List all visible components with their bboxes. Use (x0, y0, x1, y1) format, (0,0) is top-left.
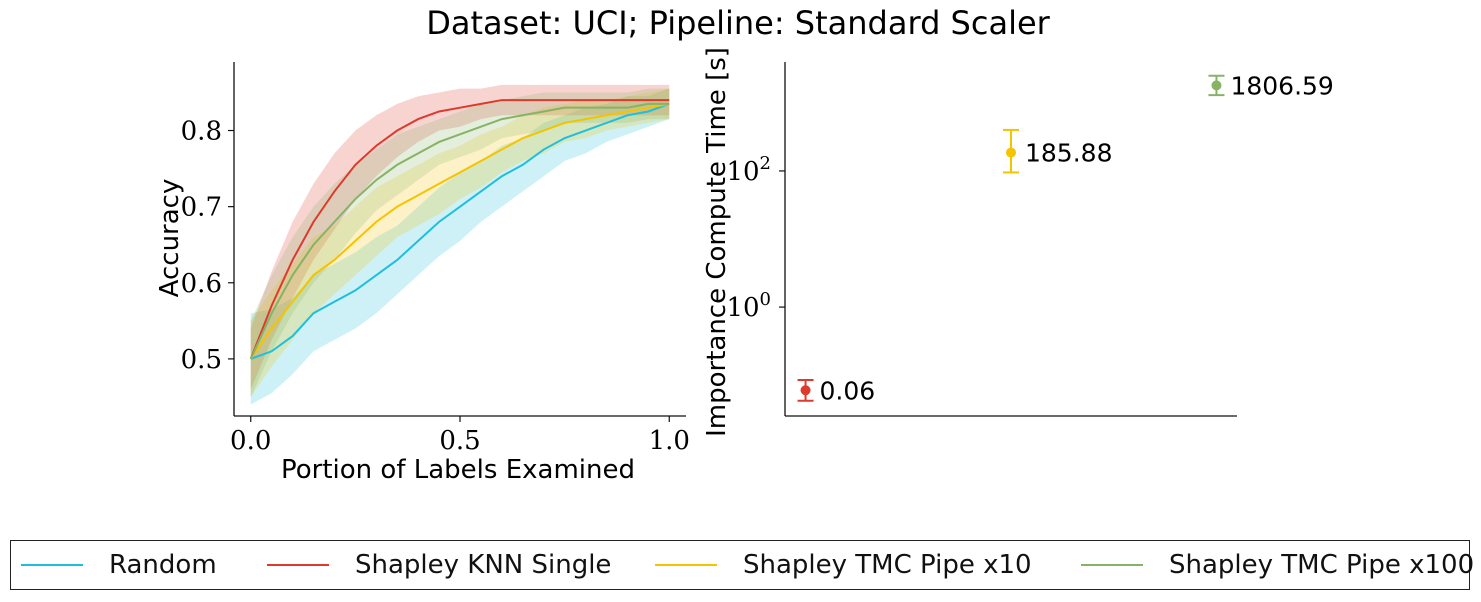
point-shapley-knn-single: 0.06 (797, 376, 876, 405)
time-points: 0.06 185.88 1806.59 (797, 71, 1334, 405)
accuracy-chart: 0.0 0.5 1.0 0.5 0.6 0.7 0.8 Portion of Labels … (155, 62, 690, 485)
legend-label-knn: Shapley KNN Single (355, 550, 612, 580)
x-tick-label: 0.0 (230, 426, 271, 456)
line-shapley-knn-single (249, 99, 670, 360)
legend: Random Shapley KNN Single Shapley TMC Pi… (10, 540, 1474, 590)
accuracy-lines (249, 99, 670, 360)
band-shapley-tmc-pipe-x10 (250, 88, 670, 397)
figure-title: Dataset: UCI; Pipeline: Standard Scaler (426, 4, 1050, 42)
compute-time-chart: 100 102 0.06 185.88 1806.59 Importance Comp… (702, 47, 1334, 437)
legend-item-tmc10: Shapley TMC Pipe x10 (655, 541, 1032, 589)
legend-swatch-random (21, 564, 83, 566)
value-label: 1806.59 (1230, 71, 1333, 100)
y-tick-label: 0.8 (181, 117, 222, 147)
point-shapley-tmc-pipe-x100: 1806.59 (1208, 71, 1334, 100)
y-tick-label: 0.7 (181, 193, 222, 223)
log-tick-label: 102 (726, 153, 771, 187)
marker (1211, 80, 1222, 91)
x-tick-label: 0.5 (439, 426, 480, 456)
legend-swatch-tmc100 (1081, 564, 1143, 566)
line-shapley-tmc-pipe-x100 (249, 102, 670, 360)
y-tick-label: 0.6 (181, 269, 222, 299)
legend-label-tmc10: Shapley TMC Pipe x10 (743, 550, 1032, 580)
value-label: 185.88 (1025, 139, 1112, 168)
accuracy-y-label: Accuracy (155, 179, 185, 298)
legend-item-knn: Shapley KNN Single (267, 541, 611, 589)
marker (800, 385, 811, 396)
legend-item-random: Random (21, 541, 217, 589)
log-tick-label: 100 (726, 289, 771, 323)
point-shapley-tmc-pipe-x10: 185.88 (1003, 128, 1112, 174)
marker (1006, 147, 1016, 158)
band-shapley-knn-single (250, 84, 670, 390)
y-tick-label: 0.5 (181, 345, 222, 375)
line-random (250, 102, 670, 360)
x-tick-label: 1.0 (649, 426, 690, 456)
legend-swatch-knn (267, 564, 329, 566)
legend-item-tmc100: Shapley TMC Pipe x100 (1081, 541, 1474, 589)
accuracy-ticks: 0.0 0.5 1.0 0.5 0.6 0.7 0.8 (181, 117, 690, 456)
time-y-label: Importance Compute Time [s] (702, 47, 732, 437)
legend-swatch-tmc10 (655, 564, 717, 566)
band-random (250, 88, 670, 405)
time-ticks: 100 102 (726, 153, 785, 323)
line-shapley-tmc-pipe-x10 (249, 102, 670, 360)
legend-label-random: Random (109, 550, 217, 580)
accuracy-x-label: Portion of Labels Examined (281, 455, 635, 485)
value-label: 0.06 (820, 376, 876, 405)
legend-label-tmc100: Shapley TMC Pipe x100 (1169, 550, 1475, 580)
